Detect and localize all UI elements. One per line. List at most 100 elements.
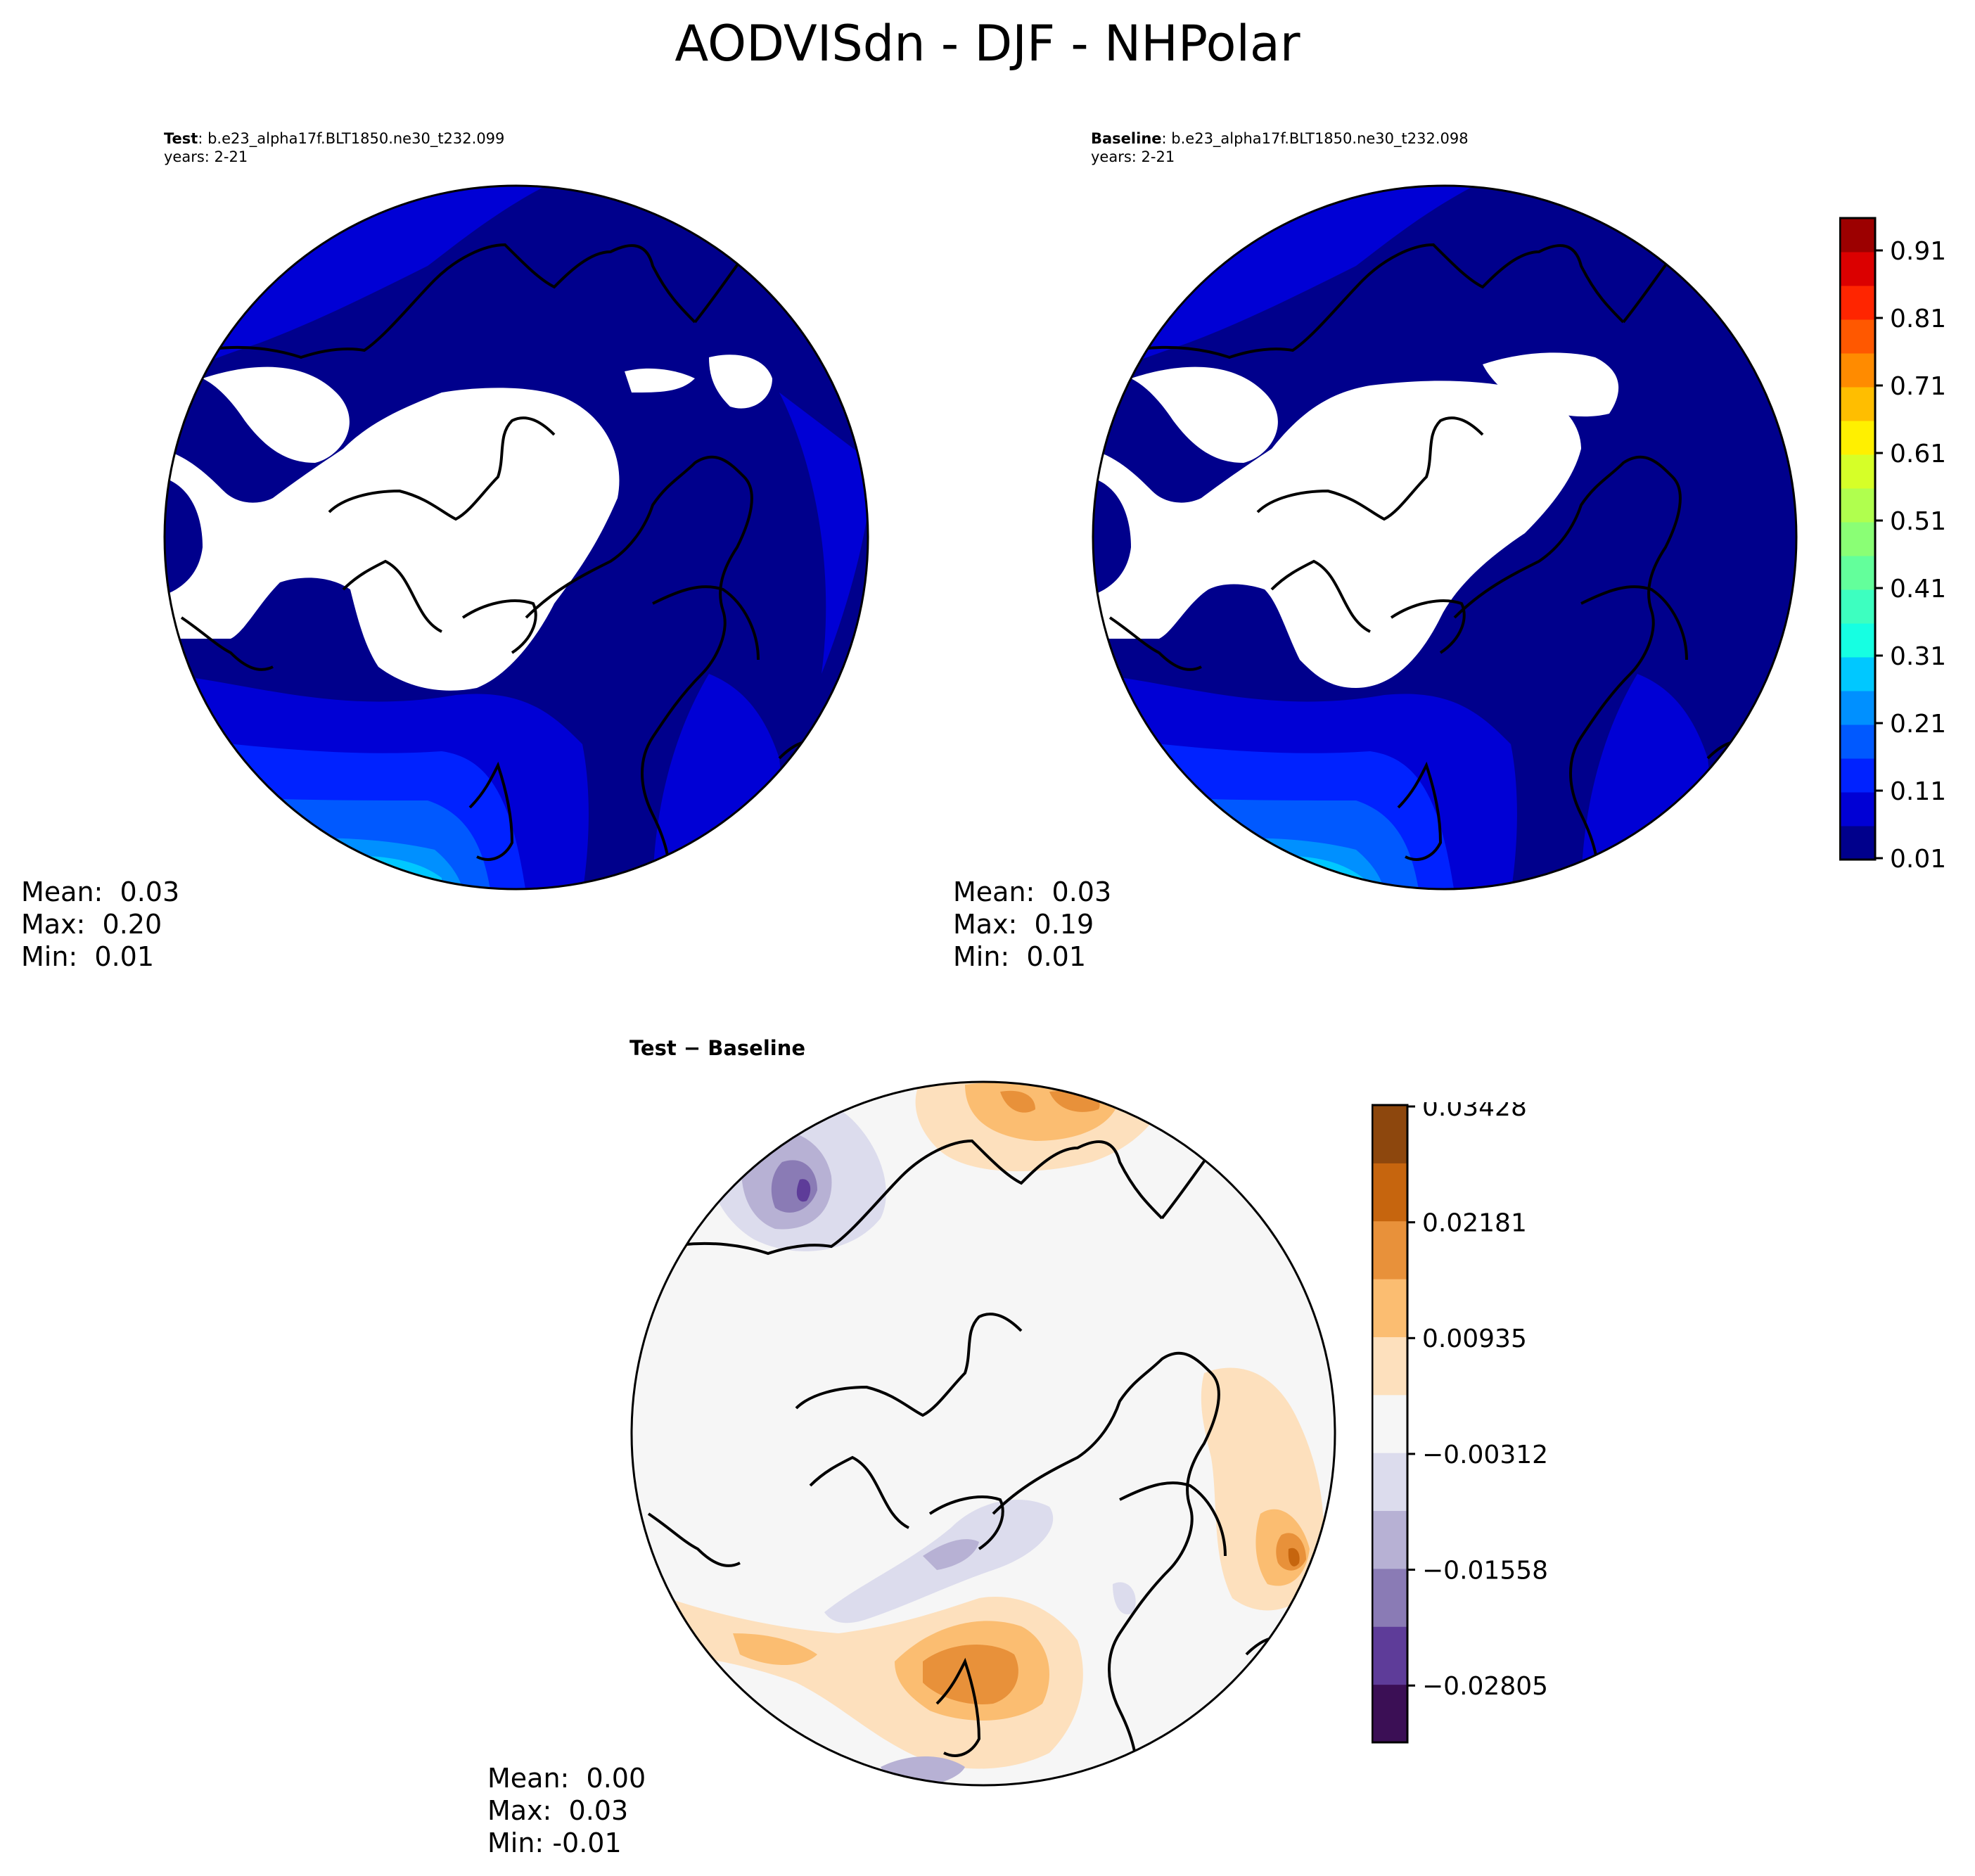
- diff-contour-positive: [1288, 1548, 1300, 1566]
- colorbar-segment: [1372, 1684, 1407, 1743]
- test-missing-region: [203, 366, 350, 463]
- colorbar-segment: [1840, 387, 1875, 421]
- colorbar-segment: [1372, 1163, 1407, 1222]
- colorbar-tick-label: 0.02181: [1422, 1209, 1527, 1238]
- colorbar-tick-label: 0.01: [1890, 845, 1946, 869]
- colorbar-segment: [1372, 1453, 1407, 1512]
- colorbar-tick-label: 0.11: [1890, 777, 1946, 806]
- diff-stats: Mean: 0.00 Max: 0.03 Min: -0.01: [487, 1763, 646, 1858]
- colorbar-tick-label: −0.00312: [1422, 1441, 1548, 1469]
- baseline-missing-region: [1483, 352, 1619, 417]
- colorbar-segment: [1840, 353, 1875, 388]
- colorbar-segment: [1372, 1105, 1407, 1163]
- colorbar-tick-label: 0.00935: [1422, 1325, 1527, 1353]
- colorbar-segment: [1372, 1394, 1407, 1453]
- test-years: years: 2-21: [164, 148, 248, 165]
- baseline-years: years: 2-21: [1091, 148, 1175, 165]
- colorbar-segment: [1840, 758, 1875, 793]
- baseline-min-value: 0.01: [1026, 941, 1087, 972]
- test-missing-region: [165, 388, 620, 691]
- colorbar-tick-label: 0.71: [1890, 372, 1946, 401]
- baseline-missing-region: [1093, 381, 1581, 688]
- colorbar-segment: [1372, 1220, 1407, 1280]
- colorbar-segment: [1840, 826, 1875, 860]
- diff-contour-positive: [923, 1645, 1018, 1704]
- colorbar-tick-label: 0.03428: [1422, 1102, 1527, 1122]
- test-map: [163, 184, 869, 891]
- colorbar-segment: [1840, 454, 1875, 489]
- colorbar-segment: [1372, 1568, 1407, 1627]
- main-colorbar: 0.01 0.11 0.21 0.31 0.41 0.51 0.61 0.71 0.81 0.91: [1839, 217, 1946, 869]
- colorbar-segment: [1840, 218, 1875, 253]
- colorbar-segment: [1840, 522, 1875, 556]
- colorbar-segment: [1840, 252, 1875, 286]
- colorbar-segment: [1840, 589, 1875, 624]
- diff-contour-negative: [923, 1539, 979, 1570]
- main-colorbar-frame: [1839, 217, 1877, 861]
- baseline-map-boundary: [1092, 184, 1798, 891]
- colorbar-segment: [1840, 421, 1875, 455]
- colorbar-tick-label: 0.81: [1890, 305, 1946, 333]
- diff-max-value: 0.03: [568, 1795, 629, 1826]
- colorbar-tick-label: −0.02805: [1422, 1672, 1548, 1701]
- baseline-contour-band: [1093, 477, 1131, 596]
- colorbar-segment: [1840, 691, 1875, 725]
- test-case-name: b.e23_alpha17f.BLT1850.ne30_t232.099: [207, 130, 505, 147]
- figure-title: AODVISdn - DJF - NHPolar: [675, 15, 1300, 72]
- test-contour-band: [779, 393, 868, 674]
- test-contour-band: [165, 477, 203, 596]
- colorbar-segment: [1840, 725, 1875, 759]
- diff-min-value: -0.01: [552, 1827, 622, 1858]
- test-missing-region: [709, 355, 772, 409]
- test-mean-value: 0.03: [120, 876, 180, 907]
- diff-contour-positive: [1000, 1090, 1035, 1113]
- diff-panel-title: Test − Baseline: [629, 1036, 806, 1060]
- test-coastlines: [180, 208, 822, 889]
- baseline-stats: Mean: 0.03 Max: 0.19 Min: 0.01: [953, 876, 1112, 972]
- colorbar-segment: [1840, 556, 1875, 590]
- colorbar-tick-label: 0.31: [1890, 642, 1946, 671]
- colorbar-segment: [1840, 657, 1875, 691]
- baseline-map: [1092, 184, 1798, 891]
- colorbar-segment: [1372, 1626, 1407, 1685]
- colorbar-tick-label: 0.61: [1890, 440, 1946, 468]
- diff-contour-negative: [632, 1683, 760, 1746]
- colorbar-tick-label: 0.51: [1890, 507, 1946, 536]
- diff-contour-negative: [796, 1179, 811, 1202]
- diff-map-boundary: [630, 1080, 1336, 1787]
- diff-colorbar-frame: [1372, 1104, 1409, 1744]
- baseline-max-value: 0.19: [1034, 909, 1094, 940]
- test-min-value: 0.01: [94, 941, 155, 972]
- baseline-mean-value: 0.03: [1052, 876, 1112, 907]
- test-panel-title: Test: b.e23_alpha17f.BLT1850.ne30_t232.0…: [164, 130, 505, 165]
- colorbar-segment: [1372, 1279, 1407, 1337]
- diff-contour-positive: [733, 1633, 817, 1665]
- baseline-label: Baseline: [1091, 130, 1162, 147]
- colorbar-segment: [1840, 623, 1875, 658]
- colorbar-tick-label: 0.91: [1890, 237, 1946, 266]
- diff-colorbar-segments: [1372, 1105, 1407, 1743]
- baseline-missing-region: [1131, 366, 1278, 463]
- test-label: Test: [164, 130, 198, 147]
- baseline-case-name: b.e23_alpha17f.BLT1850.ne30_t232.098: [1171, 130, 1469, 147]
- diff-mean-value: 0.00: [586, 1763, 646, 1794]
- colorbar-segment: [1840, 286, 1875, 320]
- colorbar-segment: [1840, 488, 1875, 523]
- diff-colorbar-ticks: 0.03428 0.02181 0.00935 −0.00312 −0.01558 −0.…: [1407, 1102, 1548, 1701]
- colorbar-segment: [1372, 1510, 1407, 1569]
- diff-contour-negative: [1113, 1582, 1136, 1615]
- baseline-panel-title: Baseline: b.e23_alpha17f.BLT1850.ne30_t2…: [1091, 130, 1469, 165]
- baseline-missing-region: [1426, 390, 1490, 411]
- colorbar-segment: [1372, 1336, 1407, 1396]
- colorbar-segment: [1840, 792, 1875, 827]
- main-colorbar-ticks: 0.01 0.11 0.21 0.31 0.41 0.51 0.61 0.71 0.81 0.91: [1875, 237, 1946, 869]
- test-map-boundary: [163, 184, 869, 891]
- colorbar-tick-label: −0.01558: [1422, 1557, 1548, 1585]
- colorbar-segment: [1840, 319, 1875, 354]
- test-stats: Mean: 0.03 Max: 0.20 Min: 0.01: [21, 876, 180, 972]
- diff-map: [630, 1080, 1336, 1787]
- main-colorbar-segments: [1840, 218, 1875, 860]
- test-missing-region: [625, 368, 695, 393]
- diff-colorbar: 0.03428 0.02181 0.00935 −0.00312 −0.01558 −0.…: [1372, 1102, 1548, 1744]
- colorbar-tick-label: 0.21: [1890, 710, 1946, 739]
